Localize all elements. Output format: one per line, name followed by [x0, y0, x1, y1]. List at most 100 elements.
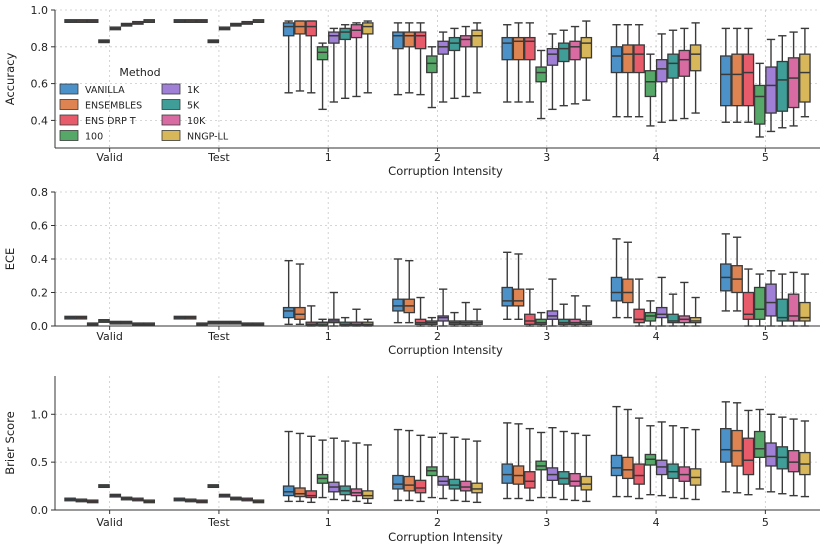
y-tick-label: 0.2: [31, 287, 49, 300]
panel-ece: 0.0 0.2 0.4 0.6 0.8 Valid Test 1 2 3 4 5 Corruption …: [3, 186, 820, 357]
box-5k-1: [339, 316, 351, 327]
box-body: [328, 31, 340, 44]
x-axis-label: Corruption Intensity: [388, 343, 503, 357]
box-10k-2: [459, 25, 472, 98]
box-ens-drp-t-2: [414, 434, 427, 503]
y-tick-label: 0.4: [31, 253, 49, 266]
x-tick-label: 5: [762, 151, 769, 164]
box-1k-2: [437, 432, 449, 500]
y-tick-label: 0.0: [31, 320, 49, 333]
legend-swatch: [161, 114, 181, 126]
x-tick-label: Test: [207, 330, 230, 343]
box-nngp-ll-1: [361, 444, 374, 504]
box-10k-valid: [132, 322, 144, 327]
box-body: [305, 20, 318, 37]
box-vanilla-4: [610, 238, 623, 319]
box-ensembles-4: [622, 241, 634, 319]
panel-accuracy: 0.4 0.6 0.8 1.0 Valid Test 1 2 3 4 5 Corruption Int…: [3, 4, 820, 178]
box-ens-drp-t-1: [305, 20, 318, 94]
box-body: [742, 291, 755, 320]
box-1k-1: [328, 27, 340, 103]
box-1k-test: [218, 493, 231, 498]
box-body: [655, 306, 668, 319]
box-vanilla-1: [282, 259, 295, 326]
box-vanilla-2: [392, 258, 404, 324]
box-body: [512, 36, 525, 61]
box-body: [569, 318, 581, 325]
box-ensembles-1: [294, 263, 306, 326]
box-vanilla-5: [720, 27, 732, 123]
legend-item-ens-drp-t: ENS DRP T: [59, 114, 136, 127]
box-ens-drp-t-5: [742, 27, 755, 123]
box-1k-test: [218, 26, 231, 31]
box-body: [799, 301, 811, 322]
box-100-test: [207, 39, 220, 44]
box-body: [720, 427, 732, 463]
box-nngp-ll-valid: [143, 322, 155, 327]
box-body: [720, 55, 732, 107]
box-body: [569, 40, 581, 61]
box-10k-1: [350, 22, 363, 98]
box-ens-drp-t-5: [742, 268, 755, 327]
legend-swatch: [161, 130, 181, 141]
box-5k-3: [557, 430, 570, 501]
box-1k-3: [546, 33, 559, 111]
box-1k-1: [328, 437, 340, 501]
box-vanilla-4: [610, 24, 623, 118]
box-body: [765, 283, 777, 317]
legend: Method VANILLA ENSEMBLES ENS DRP T 100 1K 5K 10…: [59, 66, 229, 143]
box-1k-valid: [109, 26, 122, 31]
box-body: [535, 66, 547, 83]
legend-swatch: [161, 99, 181, 110]
x-tick-label: 2: [434, 516, 441, 529]
box-10k-5: [787, 418, 800, 497]
box-body: [471, 29, 483, 48]
box-body: [678, 49, 691, 77]
box-100-3: [535, 49, 547, 120]
box-body: [459, 480, 472, 492]
box-body: [557, 318, 570, 325]
box-body: [557, 42, 570, 63]
box-nngp-ll-valid: [143, 499, 155, 504]
box-ens-drp-t-valid: [86, 499, 99, 504]
box-10k-5: [787, 31, 800, 127]
box-ensembles-2: [403, 259, 416, 324]
box-body: [610, 46, 623, 74]
box-body: [787, 450, 800, 473]
box-body: [392, 474, 404, 490]
box-100-3: [535, 311, 547, 327]
box-body: [535, 318, 547, 325]
box-ens-drp-t-4: [633, 417, 645, 500]
box-10k-1: [350, 442, 363, 503]
box-10k-valid: [132, 497, 144, 502]
box-10k-4: [678, 27, 691, 120]
box-body: [414, 31, 427, 50]
box-body: [282, 485, 295, 497]
box-10k-4: [678, 281, 691, 327]
box-ensembles-1: [294, 20, 306, 92]
x-tick-label: Valid: [96, 516, 123, 529]
box-ens-drp-t-test: [196, 322, 208, 327]
box-5k-4: [667, 293, 679, 327]
box-body: [414, 479, 427, 494]
box-ensembles-test: [184, 315, 197, 320]
box-body: [294, 306, 306, 320]
box-vanilla-3: [501, 24, 514, 103]
box-10k-valid: [132, 20, 144, 25]
box-vanilla-5: [720, 401, 732, 493]
box-nngp-ll-2: [471, 22, 483, 94]
box-ensembles-test: [184, 19, 197, 23]
box-ens-drp-t-test: [196, 19, 208, 23]
box-1k-3: [546, 426, 559, 499]
box-body: [765, 442, 777, 467]
box-body: [689, 316, 702, 324]
legend-swatch: [59, 83, 79, 95]
box-5k-2: [448, 436, 461, 502]
box-vanilla-1: [282, 430, 295, 503]
box-vanilla-valid: [64, 315, 76, 320]
x-tick-label: 4: [653, 330, 660, 343]
box-body: [426, 55, 438, 74]
box-nngp-ll-4: [689, 296, 702, 327]
box-nngp-ll-1: [361, 20, 374, 94]
legend-item-nngp-ll: NNGP-LL: [161, 130, 229, 143]
